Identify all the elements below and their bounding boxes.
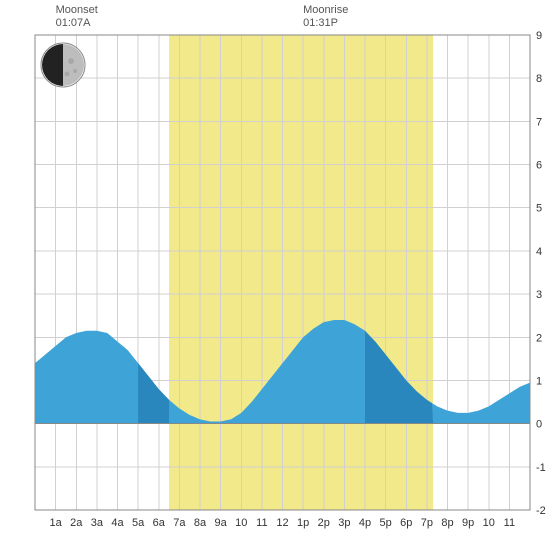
header-row: Moonset 01:07A Moonrise 01:31P [0,4,550,34]
moonset-time: 01:07A [56,17,98,30]
x-tick-label: 1p [297,517,309,529]
x-tick-label: 6a [153,517,166,529]
y-tick-label: 1 [536,375,542,387]
x-tick-label: 12 [276,517,288,529]
y-tick-label: 4 [536,246,542,258]
tide-chart-container: Moonset 01:07A Moonrise 01:31P -2-101234… [0,0,550,550]
moonset-block: Moonset 01:07A [56,4,98,30]
x-tick-label: 9p [462,517,474,529]
x-tick-label: 5p [380,517,392,529]
y-tick-label: 6 [536,160,542,172]
x-tick-label: 11 [504,517,515,529]
y-tick-label: 8 [536,73,542,85]
y-tick-label: 3 [536,289,542,301]
x-tick-label: 8a [194,517,207,529]
x-tick-label: 1a [50,517,63,529]
x-tick-label: 4p [359,517,371,529]
chart-svg: -2-101234567891a2a3a4a5a6a7a8a9a1011121p… [0,0,550,550]
moonrise-block: Moonrise 01:31P [303,4,348,30]
x-tick-label: 3p [338,517,350,529]
moon-phase-icon [41,43,85,87]
x-tick-label: 6p [400,517,412,529]
y-tick-label: 2 [536,332,542,344]
y-tick-label: 0 [536,419,542,431]
x-tick-label: 10 [483,517,495,529]
x-tick-label: 2p [318,517,330,529]
x-tick-label: 8p [441,517,453,529]
x-tick-label: 2a [70,517,83,529]
y-tick-label: 5 [536,203,542,215]
x-tick-label: 4a [111,517,124,529]
moonrise-label: Moonrise [303,4,348,17]
moonrise-time: 01:31P [303,17,348,30]
moonset-label: Moonset [56,4,98,17]
y-tick-label: -1 [536,462,546,474]
x-tick-label: 3a [91,517,104,529]
x-tick-label: 7p [421,517,433,529]
x-tick-label: 9a [215,517,228,529]
y-tick-label: 7 [536,116,542,128]
y-tick-label: -2 [536,505,546,517]
x-tick-label: 10 [235,517,247,529]
x-tick-label: 11 [256,517,267,529]
x-tick-label: 7a [173,517,186,529]
x-tick-label: 5a [132,517,145,529]
